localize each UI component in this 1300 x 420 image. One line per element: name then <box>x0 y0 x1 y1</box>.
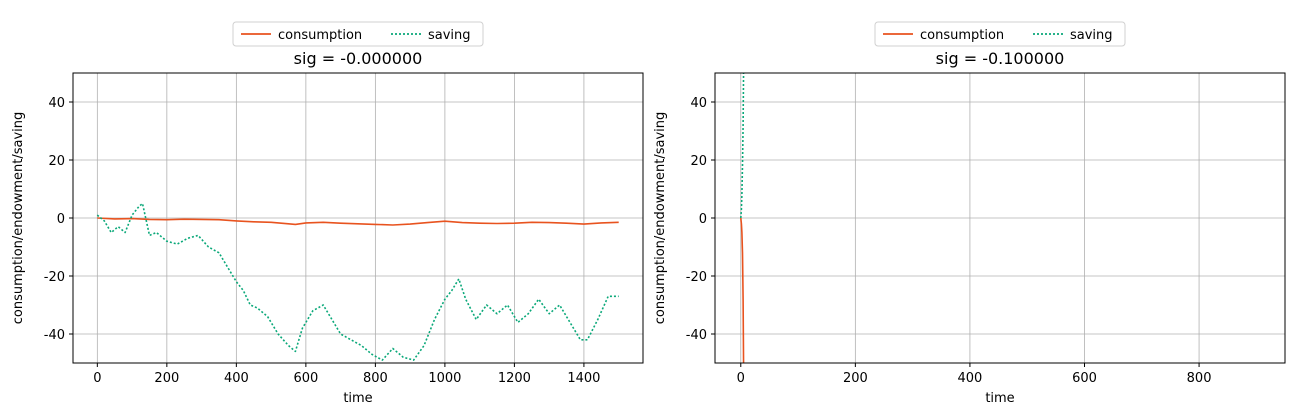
x-tick-label: 1200 <box>498 371 531 386</box>
y-tick-label: 40 <box>690 96 707 111</box>
legend-entry-saving: saving <box>428 28 471 43</box>
x-tick-label: 400 <box>224 371 249 386</box>
x-tick-label: 400 <box>958 371 983 386</box>
chart-panel-2: 0 200 400 600 800 -40 -20 0 20 40 time consumption/… <box>653 21 1286 406</box>
x-tick-label: 600 <box>1072 371 1097 386</box>
y-tick-label: -40 <box>44 328 65 343</box>
x-tick-label: 0 <box>737 371 745 386</box>
y-tick-label: -20 <box>686 270 707 285</box>
y-axis-label: consumption/endowment/saving <box>11 112 26 325</box>
legend-entry-consumption: consumption <box>920 28 1004 43</box>
x-tick-label: 800 <box>363 371 388 386</box>
chart-title: sig = -0.100000 <box>936 49 1065 68</box>
y-tick-label: 0 <box>57 212 65 227</box>
y-tick-label: -20 <box>44 270 65 285</box>
y-tick-label: 0 <box>699 212 707 227</box>
x-tick-label: 1000 <box>428 371 461 386</box>
legend: consumption saving <box>874 21 1126 47</box>
x-tick-label: 200 <box>843 371 868 386</box>
y-tick-label: 20 <box>690 154 707 169</box>
x-tick-label: 600 <box>293 371 318 386</box>
series-line-saving <box>740 73 745 219</box>
legend: consumption saving <box>232 21 484 47</box>
x-axis-label: time <box>985 391 1014 406</box>
series-line-saving <box>96 202 619 361</box>
y-tick-label: -40 <box>686 328 707 343</box>
x-tick-label: 800 <box>1187 371 1212 386</box>
plot-area <box>96 202 619 361</box>
legend-entry-consumption: consumption <box>278 28 362 43</box>
x-axis-label: time <box>343 391 372 406</box>
x-tick-label: 200 <box>154 371 179 386</box>
plot-area <box>740 73 745 363</box>
x-tick-label: 0 <box>93 371 101 386</box>
y-tick-label: 20 <box>48 154 65 169</box>
chart-panel-1: 0 200 400 600 800 1000 1200 1400 -40 -20 0 20 40 time… <box>11 21 644 406</box>
series-line-consumption <box>740 217 745 363</box>
y-axis-label: consumption/endowment/saving <box>653 112 668 325</box>
x-tick-label: 1400 <box>567 371 600 386</box>
legend-entry-saving: saving <box>1070 28 1113 43</box>
legend-box <box>232 21 484 47</box>
chart-title: sig = -0.000000 <box>294 49 423 68</box>
y-tick-label: 40 <box>48 96 65 111</box>
legend-box <box>874 21 1126 47</box>
series-line-consumption <box>97 217 619 226</box>
